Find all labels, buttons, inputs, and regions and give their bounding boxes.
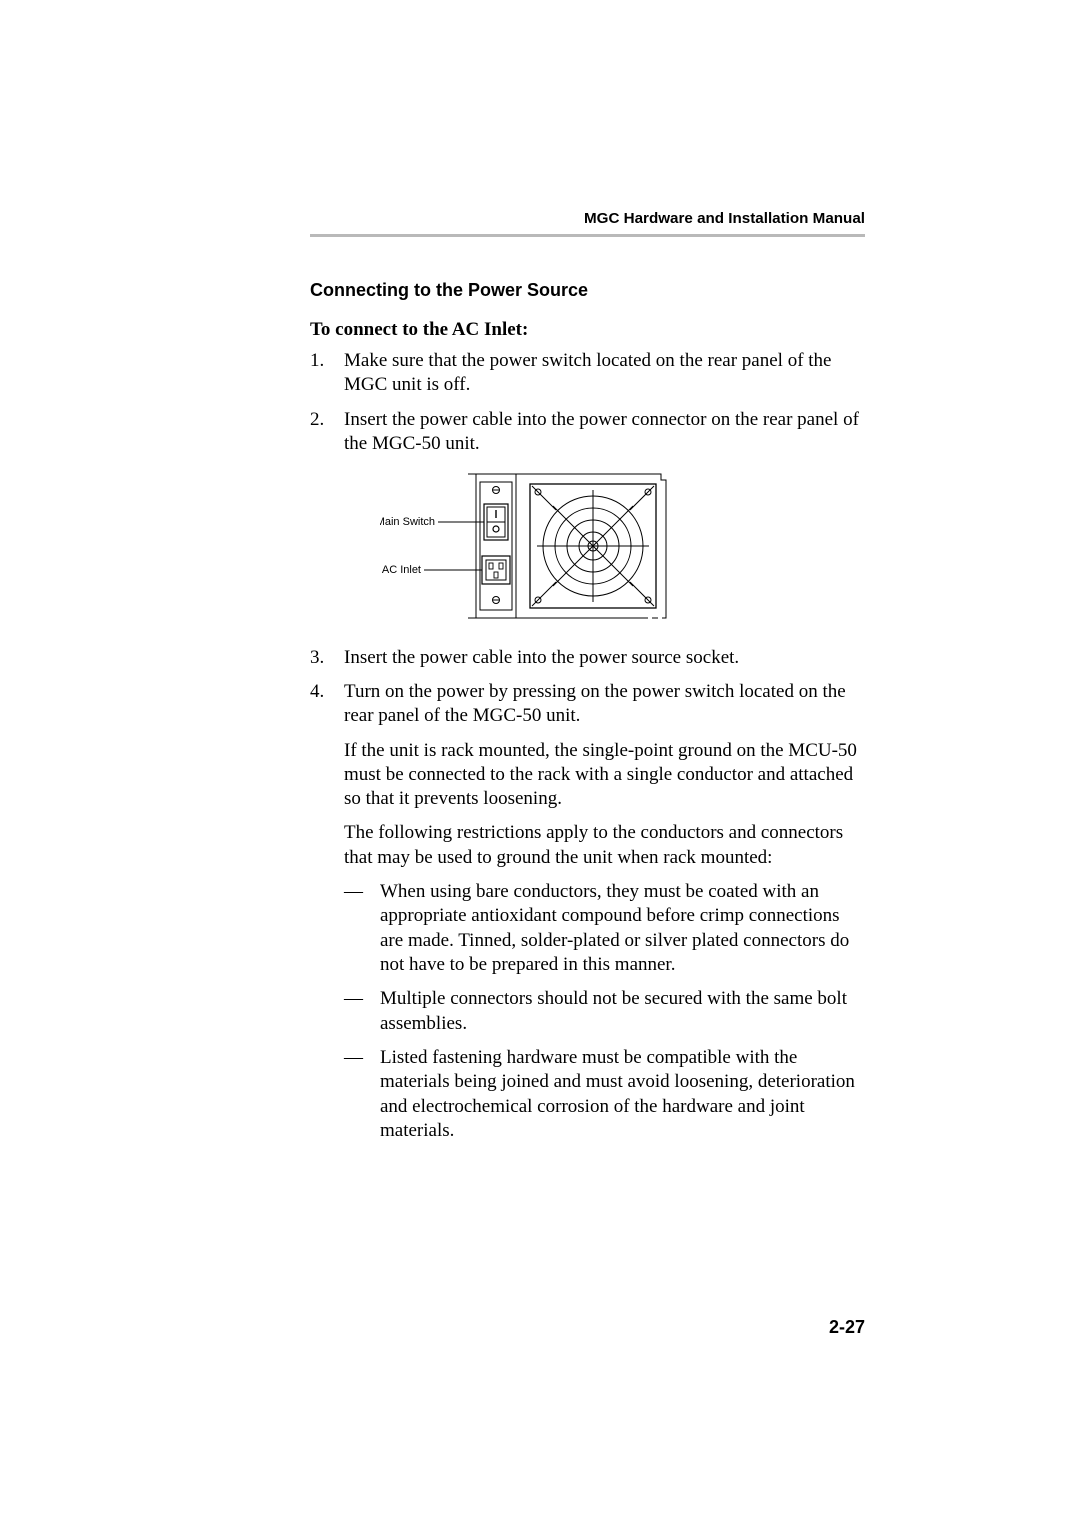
restriction-1-text: When using bare conductors, they must be… [380,881,849,975]
restriction-3: Listed fastening hardware must be compat… [344,1046,865,1143]
page-number: 2-27 [829,1317,865,1338]
content-area: Connecting to the Power Source To connec… [310,280,865,1153]
main-switch-icon [484,504,508,540]
step-3: Insert the power cable into the power so… [310,646,865,670]
rear-panel-diagram: Main Switch AC Inlet [380,468,780,633]
ac-inlet-icon [482,556,510,584]
restriction-2: Multiple connectors should not be secure… [344,987,865,1036]
rear-panel-svg: Main Switch AC Inlet [380,468,680,626]
section-title: Connecting to the Power Source [310,280,865,301]
restriction-2-text: Multiple connectors should not be secure… [380,988,847,1033]
step-1: Make sure that the power switch located … [310,349,865,398]
label-main-switch: Main Switch [380,516,435,528]
label-ac-inlet: AC Inlet [382,564,421,576]
step-4-para-1: If the unit is rack mounted, the single-… [344,739,865,812]
restriction-1: When using bare conductors, they must be… [344,880,865,977]
power-module [480,482,512,610]
running-header: MGC Hardware and Installation Manual [584,210,865,227]
step-2-text: Insert the power cable into the power co… [344,409,859,454]
fan-vent [530,484,656,608]
step-4-text: Turn on the power by pressing on the pow… [344,681,846,726]
step-2: Insert the power cable into the power co… [310,408,865,634]
page: MGC Hardware and Installation Manual Con… [0,0,1080,1528]
step-1-text: Make sure that the power switch located … [344,350,831,395]
restrictions-list: When using bare conductors, they must be… [344,880,865,1143]
step-4: Turn on the power by pressing on the pow… [310,680,865,1143]
step-4-para-2: The following restrictions apply to the … [344,821,865,870]
header-rule [310,234,865,237]
step-3-text: Insert the power cable into the power so… [344,647,739,668]
subheading: To connect to the AC Inlet: [310,319,865,341]
ordered-steps: Make sure that the power switch located … [310,349,865,1143]
restriction-3-text: Listed fastening hardware must be compat… [380,1047,855,1141]
